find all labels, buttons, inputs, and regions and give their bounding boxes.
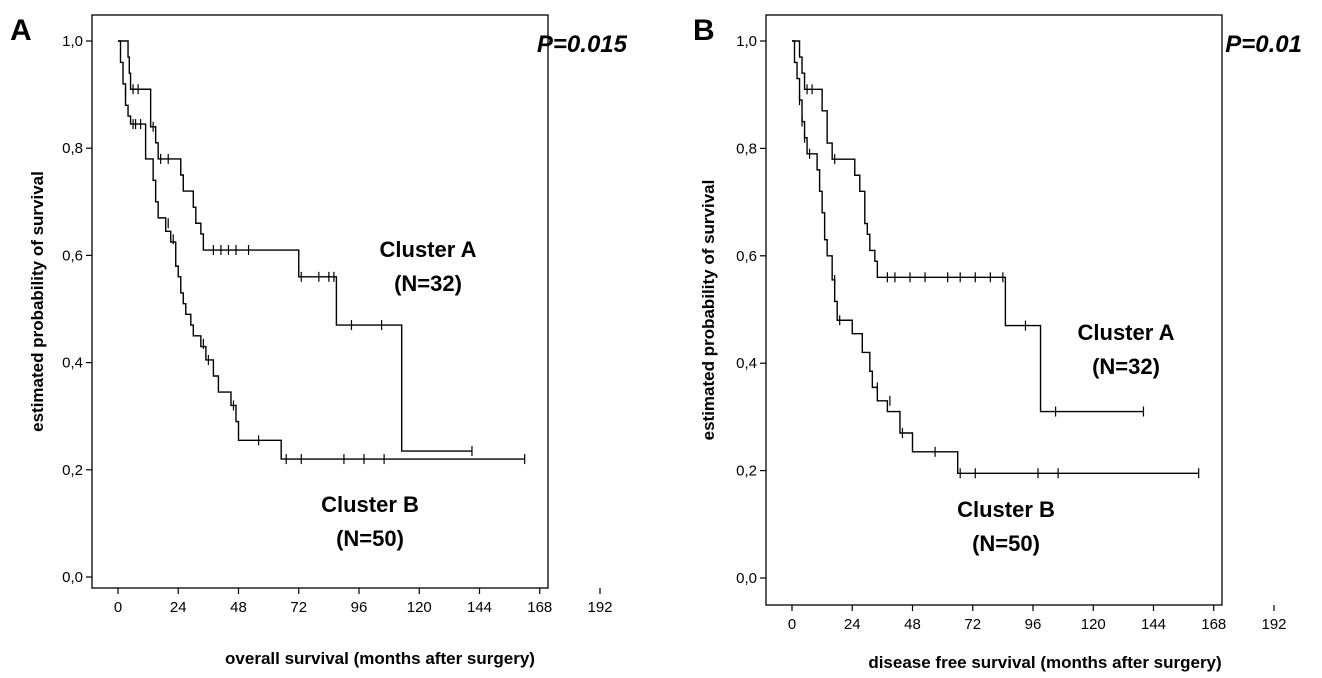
x-tick-label: 48 — [230, 599, 247, 616]
y-tick-label: 0,0 — [736, 570, 757, 587]
y-tick-label: 0,2 — [736, 463, 757, 480]
y-tick-label: 0,8 — [62, 140, 83, 157]
panel-a-chart: A P=0.015 0,0 0,2 0,4 0,6 0,8 1,0 0 24 48 72 96 120 14… — [10, 14, 628, 668]
cluster-a-label: Cluster A — [380, 237, 477, 262]
x-tick-label: 192 — [587, 599, 612, 616]
y-tick-label: 0,4 — [736, 355, 757, 372]
cluster-b-survival-curve — [118, 40, 525, 460]
x-tick-label: 0 — [114, 599, 122, 616]
y-tick-label: 0,0 — [62, 569, 83, 586]
cluster-a-label: (N=32) — [1092, 354, 1160, 379]
cluster-a-survival-curve — [118, 40, 472, 452]
y-tick-label: 0,4 — [62, 355, 83, 372]
y-tick-label: 0,2 — [62, 462, 83, 479]
cluster-a-survival-curve — [792, 40, 1144, 413]
p-value-annotation: P=0.01 — [1225, 31, 1302, 58]
y-tick-label: 0,6 — [736, 248, 757, 265]
panel-letter: B — [693, 14, 715, 47]
x-tick-label: 48 — [904, 616, 921, 633]
x-tick-label: 120 — [407, 599, 432, 616]
x-tick-label: 96 — [1025, 616, 1042, 633]
x-tick-label: 192 — [1261, 616, 1286, 633]
y-axis-label: estimated probability of survival — [699, 180, 718, 441]
x-tick-label: 24 — [844, 616, 861, 633]
cluster-a-label: Cluster A — [1078, 320, 1175, 345]
x-tick-label: 72 — [290, 599, 307, 616]
y-tick-label: 0,8 — [736, 140, 757, 157]
y-axis-label: estimated probability of survival — [28, 171, 47, 432]
y-tick-label: 1,0 — [736, 33, 757, 50]
plot-frame — [91, 14, 549, 589]
x-axis-label: disease free survival (months after surg… — [868, 653, 1221, 672]
x-tick-label: 120 — [1081, 616, 1106, 633]
plot-frame — [765, 14, 1223, 606]
x-tick-label: 96 — [351, 599, 368, 616]
cluster-b-label: (N=50) — [972, 531, 1040, 556]
x-axis-label: overall survival (months after surgery) — [225, 649, 535, 668]
cluster-b-label: (N=50) — [336, 526, 404, 551]
p-value-annotation: P=0.015 — [537, 31, 628, 58]
x-tick-label: 72 — [964, 616, 981, 633]
x-tick-label: 168 — [527, 599, 552, 616]
panel-b-chart: B P=0.01 0,0 0,2 0,4 0,6 0,8 1,0 0 24 48 72 96 120 144… — [693, 14, 1302, 672]
x-tick-label: 0 — [788, 616, 796, 633]
cluster-b-label: Cluster B — [957, 497, 1055, 522]
x-tick-label: 24 — [170, 599, 187, 616]
cluster-a-label: (N=32) — [394, 271, 462, 296]
x-tick-label: 168 — [1201, 616, 1226, 633]
x-tick-label: 144 — [1141, 616, 1166, 633]
y-tick-label: 1,0 — [62, 33, 83, 50]
cluster-b-survival-curve — [792, 40, 1199, 474]
x-tick-label: 144 — [467, 599, 492, 616]
y-tick-label: 0,6 — [62, 247, 83, 264]
panel-letter: A — [10, 14, 32, 47]
cluster-b-label: Cluster B — [321, 492, 419, 517]
